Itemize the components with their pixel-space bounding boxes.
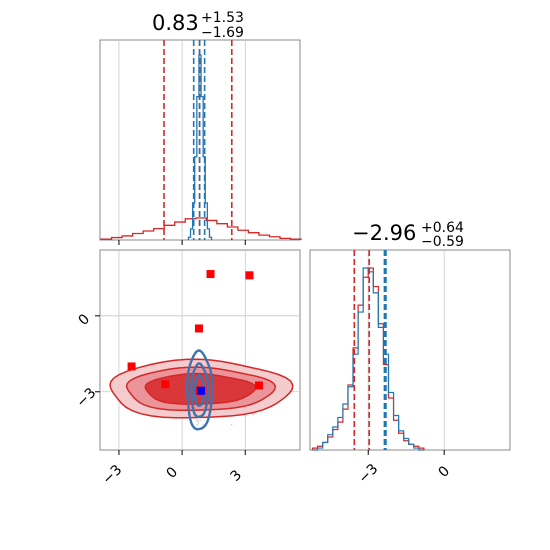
histogram-red	[311, 267, 425, 450]
x-tick-label: −3	[356, 461, 382, 487]
x-tick-label: 0	[436, 463, 454, 481]
scatter-point	[202, 424, 205, 426]
marker-red	[127, 362, 136, 371]
x-tick-label: 3	[228, 467, 246, 485]
marker-red	[245, 271, 254, 280]
y-tick-label: −3	[74, 385, 100, 411]
scatter-point	[230, 423, 233, 426]
x-tick-marks	[367, 450, 445, 455]
x-tick-label: −3	[100, 462, 126, 488]
scatter-point	[196, 424, 199, 426]
grid-lines	[367, 250, 445, 450]
marker-red	[161, 380, 170, 389]
contour-blue	[190, 362, 210, 419]
marker-red	[206, 270, 215, 279]
panel-top-left-histogram: 0.83 +1.53 −1.69	[99, 10, 302, 245]
histogram-blue	[312, 267, 424, 451]
panel-title-lower: −0.59	[421, 234, 464, 250]
quantile-lines	[163, 40, 233, 240]
marker-red	[254, 381, 263, 390]
marker-red	[194, 324, 203, 333]
panel-title-lower: −1.69	[201, 25, 244, 41]
panel-title-value: 0.83	[152, 11, 199, 35]
tick-marks	[95, 315, 246, 455]
scatter-point	[196, 420, 199, 422]
panel-bottom-left-2d: −3 0 3 −3 0	[74, 249, 301, 488]
quantile-lines	[353, 250, 387, 450]
y-tick-label: 0	[76, 311, 94, 329]
x-tick-label: 0	[164, 464, 182, 482]
x-tick-marks	[118, 240, 246, 245]
panel-bottom-right-histogram: −2.96 +0.64 −0.59 −3 0	[309, 220, 511, 487]
panel-frame	[309, 249, 511, 451]
scatter-point	[199, 419, 201, 422]
markers	[127, 270, 263, 395]
grid-lines	[118, 40, 246, 240]
scatter-point	[197, 422, 200, 424]
contour-blue	[193, 373, 206, 407]
histograms	[311, 267, 425, 451]
scatter-point	[252, 413, 254, 416]
panel-title-upper: +0.64	[421, 220, 464, 236]
marker-blue	[197, 386, 206, 395]
panel-title-upper: +1.53	[201, 10, 244, 26]
panel-title-value: −2.96	[352, 221, 416, 245]
contour-blue	[185, 349, 214, 431]
histogram-red	[100, 217, 302, 240]
